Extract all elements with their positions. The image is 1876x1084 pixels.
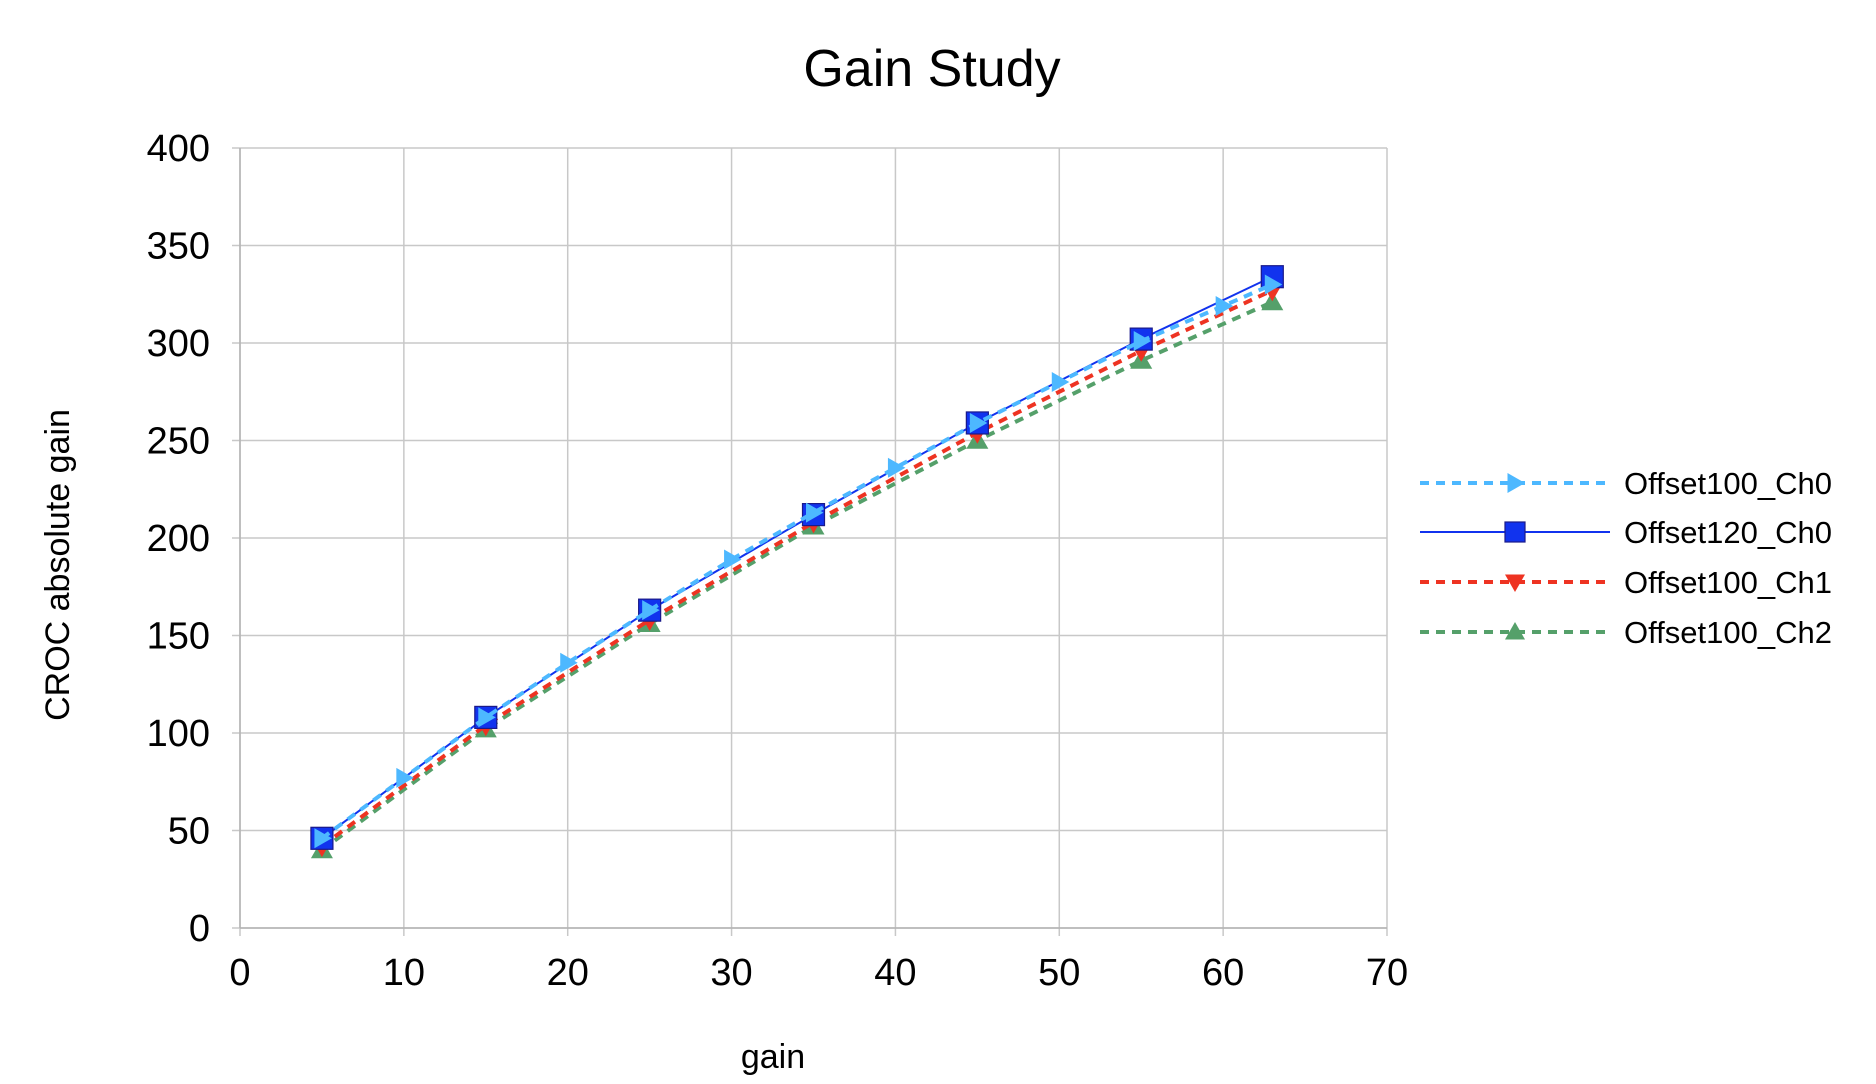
x-tick-label: 70 [1366,952,1408,994]
x-tick-label: 60 [1202,952,1244,994]
x-tick-label: 50 [1038,952,1080,994]
axes [239,148,1387,929]
data-point [478,707,496,728]
series-group [310,265,1284,859]
x-axis-label: gain [741,1038,805,1076]
legend-marker [1507,473,1525,493]
data-point [314,828,332,849]
series-offset100-ch2 [310,291,1284,859]
y-tick-label: 100 [147,713,210,755]
y-tick-label: 350 [147,226,210,268]
data-point [806,502,824,523]
legend-marker [1504,521,1526,543]
x-tick-label: 10 [383,952,425,994]
series-line [320,288,1274,848]
data-point [1215,295,1234,316]
x-tick-label: 40 [874,952,916,994]
tick-labels: 0 10 20 30 40 50 60 70 0 50 100 150 200 250 300 350 400 [147,128,1409,994]
x-tick-label: 20 [547,952,589,994]
series-line [321,275,1273,840]
legend-label: Offset100_Ch0 [1624,466,1832,501]
legend-label: Offset120_Ch0 [1624,515,1832,550]
y-axis-label: CROC absolute gain [39,409,77,721]
chart-title: Gain Study [803,40,1060,98]
y-tick-label: 0 [189,908,210,950]
legend-marker [1505,574,1525,592]
y-tick-label: 150 [147,616,210,658]
x-tick-label: 0 [229,952,250,994]
y-tick-label: 250 [147,421,210,463]
data-point [1051,372,1070,392]
legend-label: Offset100_Ch1 [1624,565,1832,600]
data-point [560,652,578,673]
y-tick-label: 300 [147,323,210,365]
data-point [642,600,660,621]
data-point [724,549,742,570]
data-point [887,457,906,478]
legend-item: Offset100_Ch2 [1420,615,1832,650]
legend-item: Offset120_Ch0 [1420,515,1832,550]
data-point [1133,331,1152,352]
series-line [320,300,1274,852]
series-offset100-ch0 [314,274,1283,849]
y-tick-label: 200 [147,518,210,560]
series-line [320,282,1274,840]
legend: Offset100_Ch0 Offset120_Ch0 Offset100_Ch1 O… [1420,466,1832,650]
legend-label: Offset100_Ch2 [1624,615,1832,650]
y-tick-label: 400 [147,128,210,170]
legend-marker [1505,622,1525,640]
data-point [396,767,414,788]
data-point [969,412,988,433]
data-point [1264,274,1283,295]
gridlines [232,147,1388,936]
x-tick-label: 30 [710,952,752,994]
legend-item: Offset100_Ch1 [1420,565,1832,600]
y-tick-label: 50 [168,811,210,853]
legend-item: Offset100_Ch0 [1420,466,1832,501]
